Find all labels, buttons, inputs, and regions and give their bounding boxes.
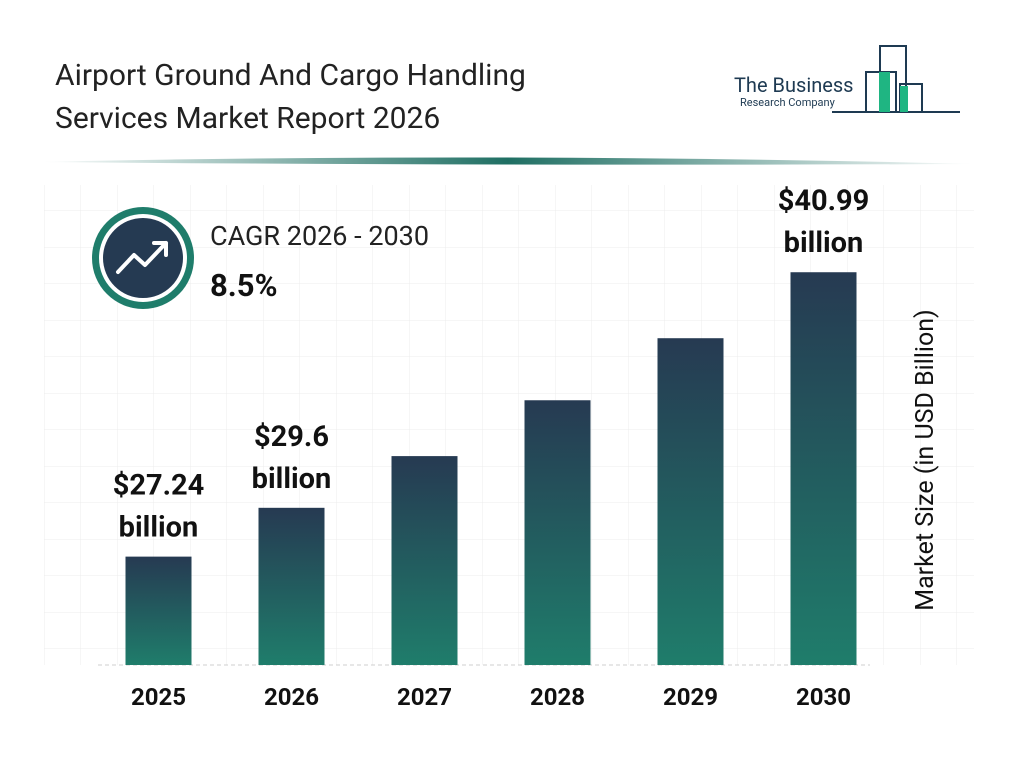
x-tick-label: 2028 xyxy=(530,683,585,711)
bar xyxy=(790,272,857,665)
chart-title: Services Market Report 2026 xyxy=(55,101,440,136)
bar xyxy=(125,556,192,665)
logo: The Business Research Company xyxy=(734,45,960,113)
x-tick-label: 2026 xyxy=(264,683,319,711)
logo-text: Research Company xyxy=(740,96,836,109)
x-tick-label: 2027 xyxy=(397,683,452,711)
cagr-badge xyxy=(92,207,194,309)
bar xyxy=(391,456,458,665)
cagr-label: CAGR 2026 - 2030 xyxy=(210,220,429,252)
x-tick-label: 2029 xyxy=(663,683,718,711)
x-tick-label: 2030 xyxy=(796,683,851,711)
logo-text: The Business xyxy=(734,73,853,97)
bar xyxy=(657,338,724,665)
bar xyxy=(524,400,591,665)
value-label: $29.6 billion xyxy=(252,420,332,496)
cagr-value: 8.5% xyxy=(210,267,277,304)
value-label: $27.24 billion xyxy=(113,469,205,545)
x-tick-label: 2025 xyxy=(131,683,186,711)
chart-title: Airport Ground And Cargo Handling xyxy=(55,58,526,93)
bar xyxy=(258,507,325,665)
divider xyxy=(40,157,975,165)
value-label: $40.99 billion xyxy=(778,184,870,260)
y-axis-label: Market Size (in USD Billion) xyxy=(911,309,940,611)
